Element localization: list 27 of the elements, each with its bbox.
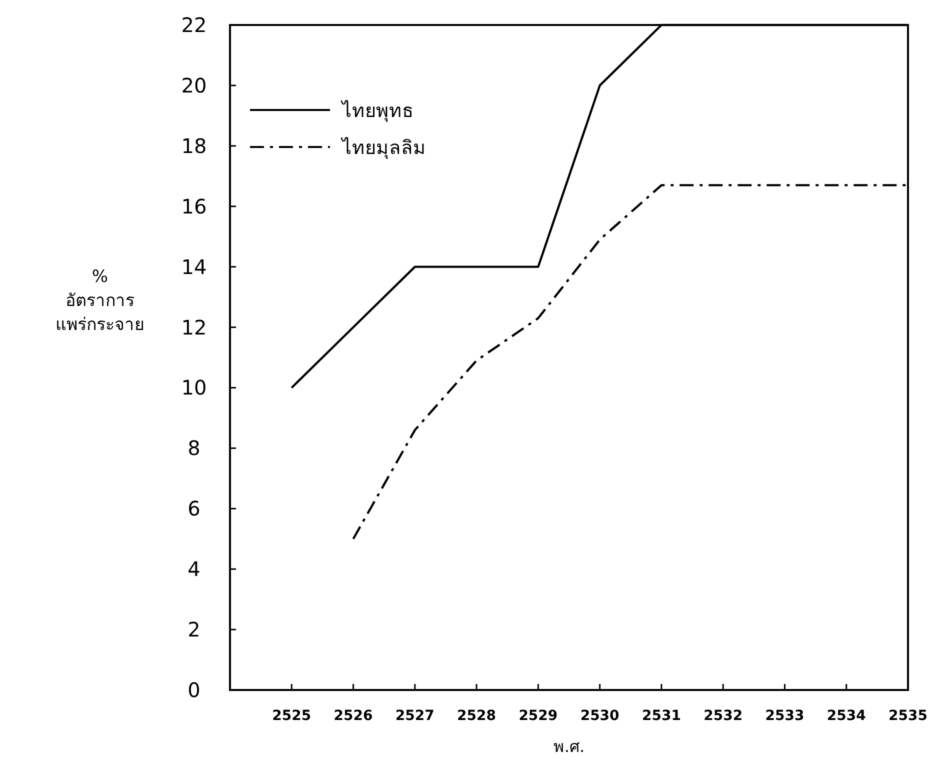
x-tick-label: 2527 — [395, 708, 434, 724]
y-tick-label: 2 — [188, 618, 200, 642]
x-axis-title: พ.ศ. — [553, 737, 585, 756]
legend-label: ไทยมุลลิม — [340, 137, 426, 160]
y-tick-label: 0 — [188, 678, 200, 702]
x-tick-label: 2526 — [334, 708, 373, 724]
y-tick-label: 12 — [181, 315, 207, 340]
x-tick-label: 2525 — [272, 708, 312, 724]
x-tick-label: 2535 — [888, 708, 928, 724]
y-tick-label: 10 — [181, 376, 207, 400]
x-tick-label: 2530 — [580, 708, 620, 724]
y-tick-label: 20 — [181, 73, 207, 98]
y-tick-label: 22 — [181, 13, 207, 37]
y-tick-label: 14 — [181, 254, 207, 279]
x-tick-label: 2532 — [704, 708, 743, 724]
y-tick-label: 16 — [181, 194, 207, 218]
x-tick-label: 2533 — [765, 708, 804, 724]
x-tick-label: 2529 — [518, 708, 558, 724]
y-tick-label: 4 — [188, 557, 200, 582]
y-tick-label: 8 — [188, 436, 200, 460]
y-tick-label: 6 — [188, 496, 200, 521]
x-tick-label: 2528 — [457, 708, 496, 724]
legend-label: ไทยพุทธ — [340, 100, 414, 123]
y-axis-title: % อัตราการ แพร่กระจาย — [56, 267, 144, 336]
y-tick-label: 18 — [181, 134, 207, 158]
x-tick-label: 2534 — [826, 708, 866, 724]
x-tick-label: 2531 — [642, 708, 681, 724]
